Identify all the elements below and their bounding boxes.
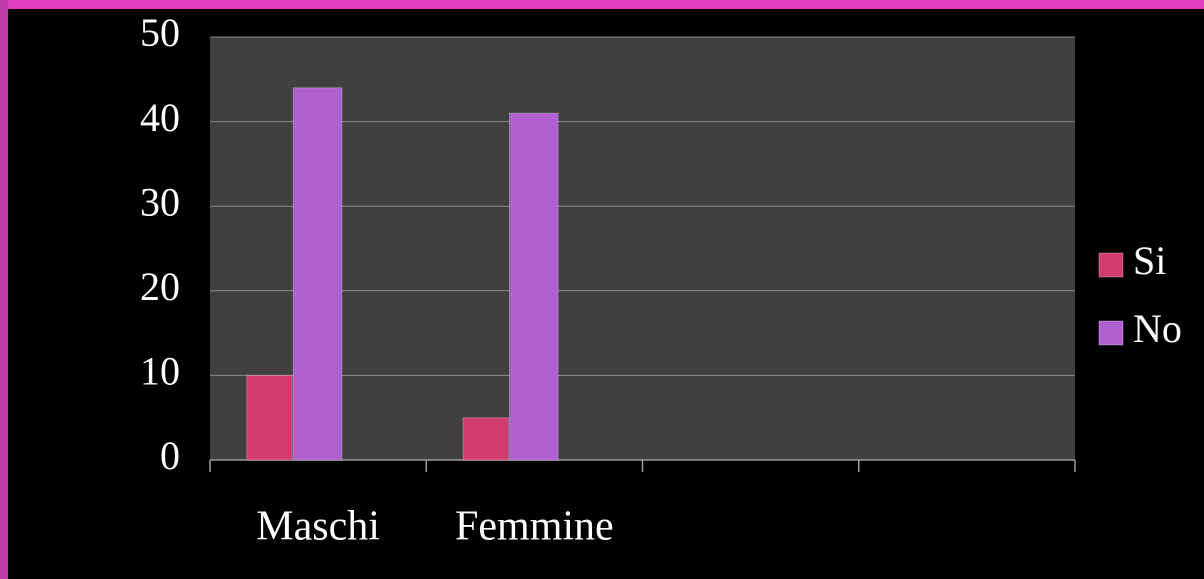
y-tick-label: 0	[160, 433, 180, 478]
top-border	[0, 0, 1204, 9]
legend-swatch	[1098, 252, 1124, 278]
legend-label: No	[1133, 306, 1182, 351]
plot-area	[210, 37, 1075, 460]
bar	[246, 374, 293, 461]
y-tick-label: 30	[140, 179, 180, 224]
bar	[292, 87, 343, 461]
bar	[462, 417, 509, 461]
y-tick-label: 40	[140, 95, 180, 140]
left-border	[0, 0, 8, 579]
bar	[509, 112, 559, 461]
x-tick-label: Maschi	[256, 504, 380, 550]
legend-label: Si	[1133, 238, 1166, 283]
x-tick-label: Femmine	[455, 504, 614, 550]
y-tick-label: 20	[140, 264, 180, 309]
legend-swatch	[1098, 320, 1124, 346]
y-tick-label: 10	[140, 349, 180, 394]
y-tick-label: 50	[140, 10, 180, 55]
